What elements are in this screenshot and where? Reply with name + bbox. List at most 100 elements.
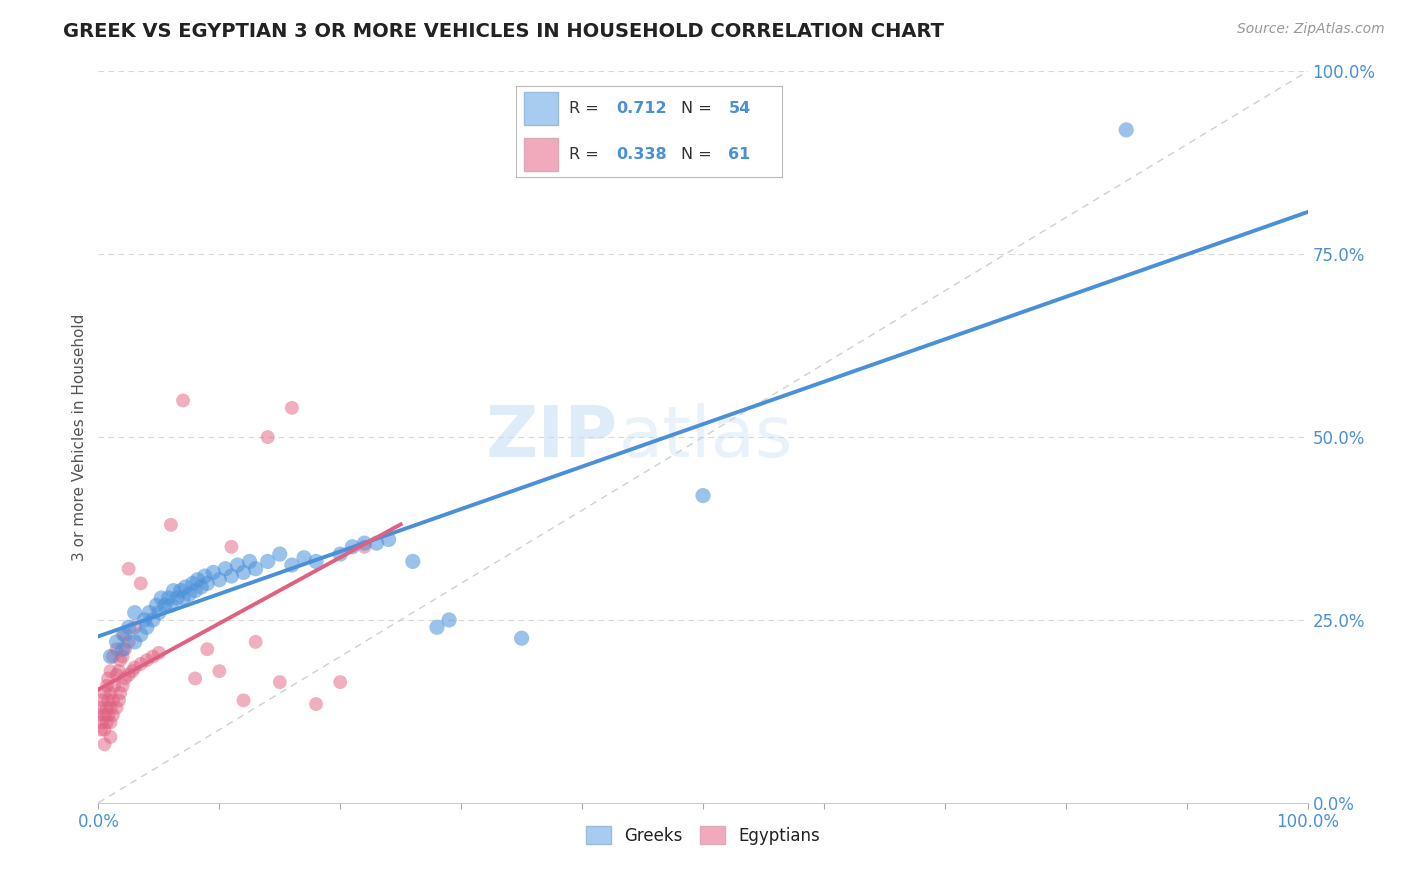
Point (245, 562, 267, 576)
Y-axis label: 3 or more Vehicles in Household: 3 or more Vehicles in Household (72, 313, 87, 561)
Point (148, 606, 170, 620)
Point (97, 708, 120, 723)
Point (100, 700, 122, 714)
Point (402, 554, 425, 568)
Point (93, 686, 115, 700)
Point (100, 649, 122, 664)
Point (103, 679, 125, 693)
Point (101, 708, 124, 723)
Point (111, 627, 134, 641)
Point (100, 715, 122, 730)
Point (96, 700, 118, 714)
Point (150, 591, 173, 605)
Point (281, 558, 304, 573)
Point (342, 540, 364, 554)
Point (129, 627, 152, 641)
Point (305, 697, 328, 711)
Point (208, 573, 231, 587)
Point (221, 540, 243, 554)
Point (221, 569, 243, 583)
Point (232, 693, 254, 707)
Point (93, 723, 115, 737)
Point (179, 587, 201, 601)
Point (97, 693, 120, 707)
Point (172, 393, 194, 408)
Point (118, 562, 141, 576)
Point (169, 583, 191, 598)
Point (93, 708, 115, 723)
Point (256, 554, 278, 568)
Point (134, 613, 156, 627)
Point (256, 430, 278, 444)
Point (138, 606, 160, 620)
Point (187, 573, 209, 587)
Point (97, 672, 120, 686)
Point (329, 547, 352, 561)
Point (101, 649, 124, 664)
Point (91, 693, 114, 707)
Point (101, 693, 124, 707)
Point (194, 569, 217, 583)
Point (353, 536, 375, 550)
Point (239, 554, 262, 568)
Point (426, 620, 449, 634)
Point (118, 667, 141, 681)
Point (108, 686, 131, 700)
Point (305, 554, 328, 568)
Point (111, 649, 134, 664)
Point (166, 591, 188, 605)
Point (129, 657, 152, 671)
Point (100, 686, 122, 700)
Point (181, 576, 204, 591)
Point (510, 632, 533, 646)
Point (142, 649, 165, 664)
Point (148, 646, 170, 660)
Legend: Greeks, Egyptians: Greeks, Egyptians (578, 818, 828, 853)
Point (190, 580, 212, 594)
Point (135, 620, 157, 634)
Point (93, 737, 115, 751)
Point (145, 599, 167, 613)
Text: ZIP: ZIP (486, 402, 619, 472)
Text: GREEK VS EGYPTIAN 3 OR MORE VEHICLES IN HOUSEHOLD CORRELATION CHART: GREEK VS EGYPTIAN 3 OR MORE VEHICLES IN … (63, 22, 945, 41)
Point (124, 606, 146, 620)
Point (111, 642, 134, 657)
Point (105, 642, 128, 657)
Point (108, 653, 131, 667)
Point (172, 591, 194, 605)
Point (202, 566, 225, 580)
Point (353, 540, 375, 554)
Point (269, 675, 291, 690)
Point (174, 580, 197, 594)
Point (184, 672, 207, 686)
Point (366, 536, 388, 550)
Point (129, 576, 152, 591)
Point (208, 664, 231, 678)
Point (105, 635, 128, 649)
Point (195, 642, 218, 657)
Point (195, 576, 218, 591)
Point (96, 715, 118, 730)
Point (90, 700, 112, 714)
Point (100, 664, 122, 678)
Point (118, 620, 141, 634)
Point (269, 547, 291, 561)
Point (437, 613, 460, 627)
Point (292, 550, 315, 565)
Point (160, 599, 183, 613)
Point (96, 679, 118, 693)
Point (1115, 123, 1137, 137)
Point (90, 723, 112, 737)
Point (105, 667, 128, 681)
Point (124, 660, 146, 674)
Point (214, 562, 236, 576)
Point (114, 642, 136, 657)
Point (329, 675, 352, 690)
Text: Source: ZipAtlas.com: Source: ZipAtlas.com (1237, 22, 1385, 37)
Point (377, 533, 399, 547)
Point (135, 653, 157, 667)
Point (124, 620, 146, 634)
Point (692, 489, 714, 503)
Point (245, 635, 267, 649)
Point (108, 664, 131, 678)
